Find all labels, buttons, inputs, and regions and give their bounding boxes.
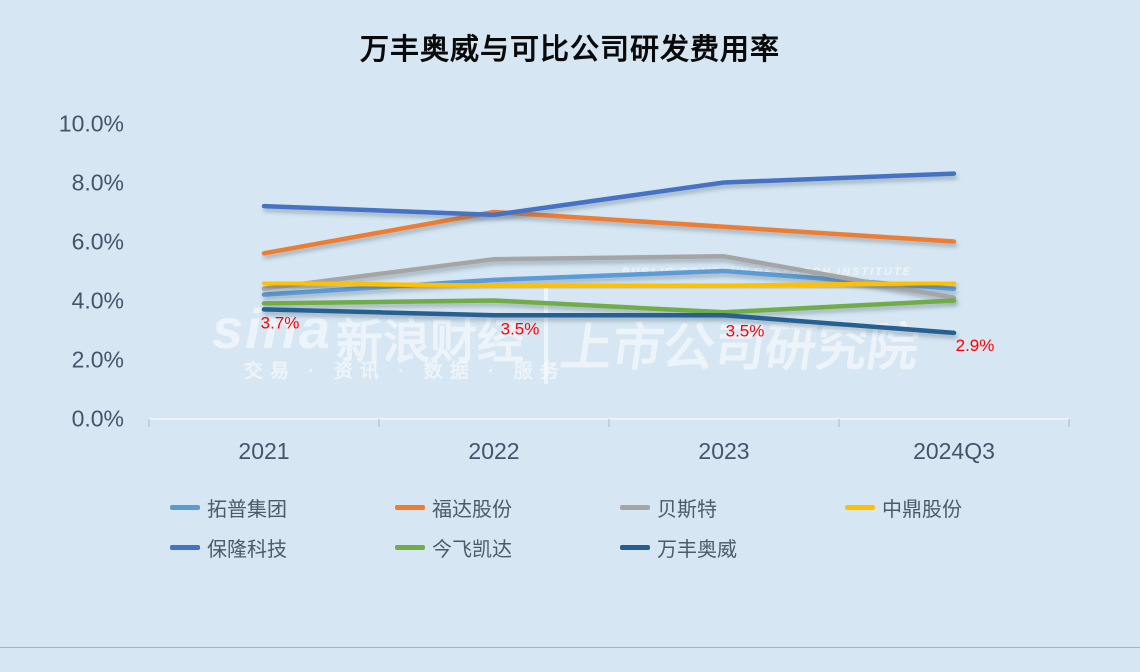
legend-marker <box>395 544 425 550</box>
legend-label: 拓普集团 <box>207 498 287 521</box>
x-axis-category-label: 2022 <box>468 438 519 464</box>
y-axis-tick-label: 10.0% <box>59 111 124 137</box>
data-label-wanfeng: 3.5% <box>726 321 765 340</box>
line-chart: 10.0% 8.0% 6.0% 4.0% 2.0% 0.0% 2021 2022 2023 202… <box>59 111 1070 464</box>
y-axis-tick-label: 8.0% <box>72 170 124 196</box>
legend-item-6: 万丰奥威 <box>620 536 737 561</box>
legend-label: 中鼎股份 <box>882 498 962 521</box>
x-axis-category-label: 2021 <box>238 438 289 464</box>
y-axis-tick-label: 6.0% <box>72 229 124 255</box>
series-line-2 <box>261 254 957 300</box>
legend-label: 保隆科技 <box>207 538 287 561</box>
legend-label: 万丰奥威 <box>657 538 737 561</box>
legend-marker <box>620 504 650 510</box>
legend-marker <box>395 504 425 510</box>
legend-label: 福达股份 <box>432 498 512 521</box>
legend-item-3: 中鼎股份 <box>845 496 962 521</box>
series-line-6 <box>261 307 957 336</box>
series-line-5 <box>261 298 957 315</box>
data-label-wanfeng: 3.5% <box>501 319 540 338</box>
series-line-0 <box>261 268 957 297</box>
legend-marker <box>170 504 200 510</box>
legend-marker <box>170 544 200 550</box>
y-axis-tick-label: 2.0% <box>72 347 124 373</box>
legend-label: 今飞凯达 <box>432 538 512 561</box>
legend-item-2: 贝斯特 <box>620 496 717 521</box>
footer-rule <box>0 647 1140 648</box>
data-label-wanfeng: 3.7% <box>261 313 300 332</box>
legend-item-4: 保隆科技 <box>170 536 287 561</box>
series-line-4 <box>261 171 957 218</box>
footer: sina 新浪财经 交易 · 资讯 · 数据 · 服务 PUBLIC COMPA… <box>0 585 1140 647</box>
legend-item-5: 今飞凯达 <box>395 536 512 561</box>
legend-label: 贝斯特 <box>657 498 717 521</box>
legend-item-0: 拓普集团 <box>170 496 287 521</box>
data-label-wanfeng: 2.9% <box>956 336 995 355</box>
series-line-3 <box>261 280 957 289</box>
chart-title: 万丰奥威与可比公司研发费用率 <box>359 34 780 66</box>
series-line-1 <box>261 209 957 256</box>
x-axis-category-label: 2023 <box>698 438 749 464</box>
legend-marker <box>620 544 650 550</box>
legend-marker <box>845 504 875 510</box>
legend-item-1: 福达股份 <box>395 496 512 521</box>
y-axis-tick-label: 4.0% <box>72 288 124 314</box>
x-axis-category-label: 2024Q3 <box>913 438 995 464</box>
y-axis-tick-label: 0.0% <box>72 406 124 432</box>
